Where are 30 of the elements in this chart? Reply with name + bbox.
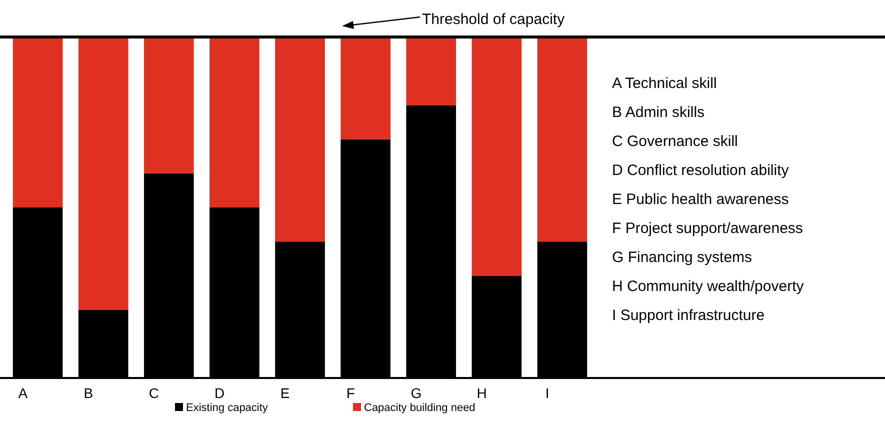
text: I Support infrastructure xyxy=(612,307,765,324)
text: A Technical skill xyxy=(612,75,717,92)
bar xyxy=(406,37,456,106)
x-tick-label: G xyxy=(410,385,422,401)
text: D Conflict resolution ability xyxy=(612,162,790,179)
bar xyxy=(275,37,325,242)
legend-label: Capacity building need xyxy=(364,402,476,414)
legend-label: Threshold of capacity xyxy=(422,11,566,28)
text: B Admin skills xyxy=(612,104,705,121)
text: E Public health awareness xyxy=(612,191,789,208)
x-tick-label: B xyxy=(84,385,94,401)
text: H Community wealth/poverty xyxy=(612,278,804,295)
x-tick-label: A xyxy=(18,385,28,401)
legend-label: Existing capacity xyxy=(186,402,268,414)
bar xyxy=(78,37,128,310)
bar xyxy=(340,37,390,140)
x-tick-label: F xyxy=(346,385,355,401)
x-tick-label: H xyxy=(476,385,487,401)
bar xyxy=(210,37,260,208)
text: F Project support/awareness xyxy=(612,220,803,237)
bar xyxy=(472,37,522,276)
x-tick-label: I xyxy=(545,385,550,401)
bar xyxy=(537,37,588,242)
x-tick-label: C xyxy=(148,385,160,401)
bar xyxy=(144,37,194,174)
bar xyxy=(12,37,63,208)
text: C Governance skill xyxy=(612,133,738,150)
text: G Financing systems xyxy=(612,249,752,266)
x-tick-label: D xyxy=(214,385,225,401)
x-tick-label: E xyxy=(280,385,290,401)
